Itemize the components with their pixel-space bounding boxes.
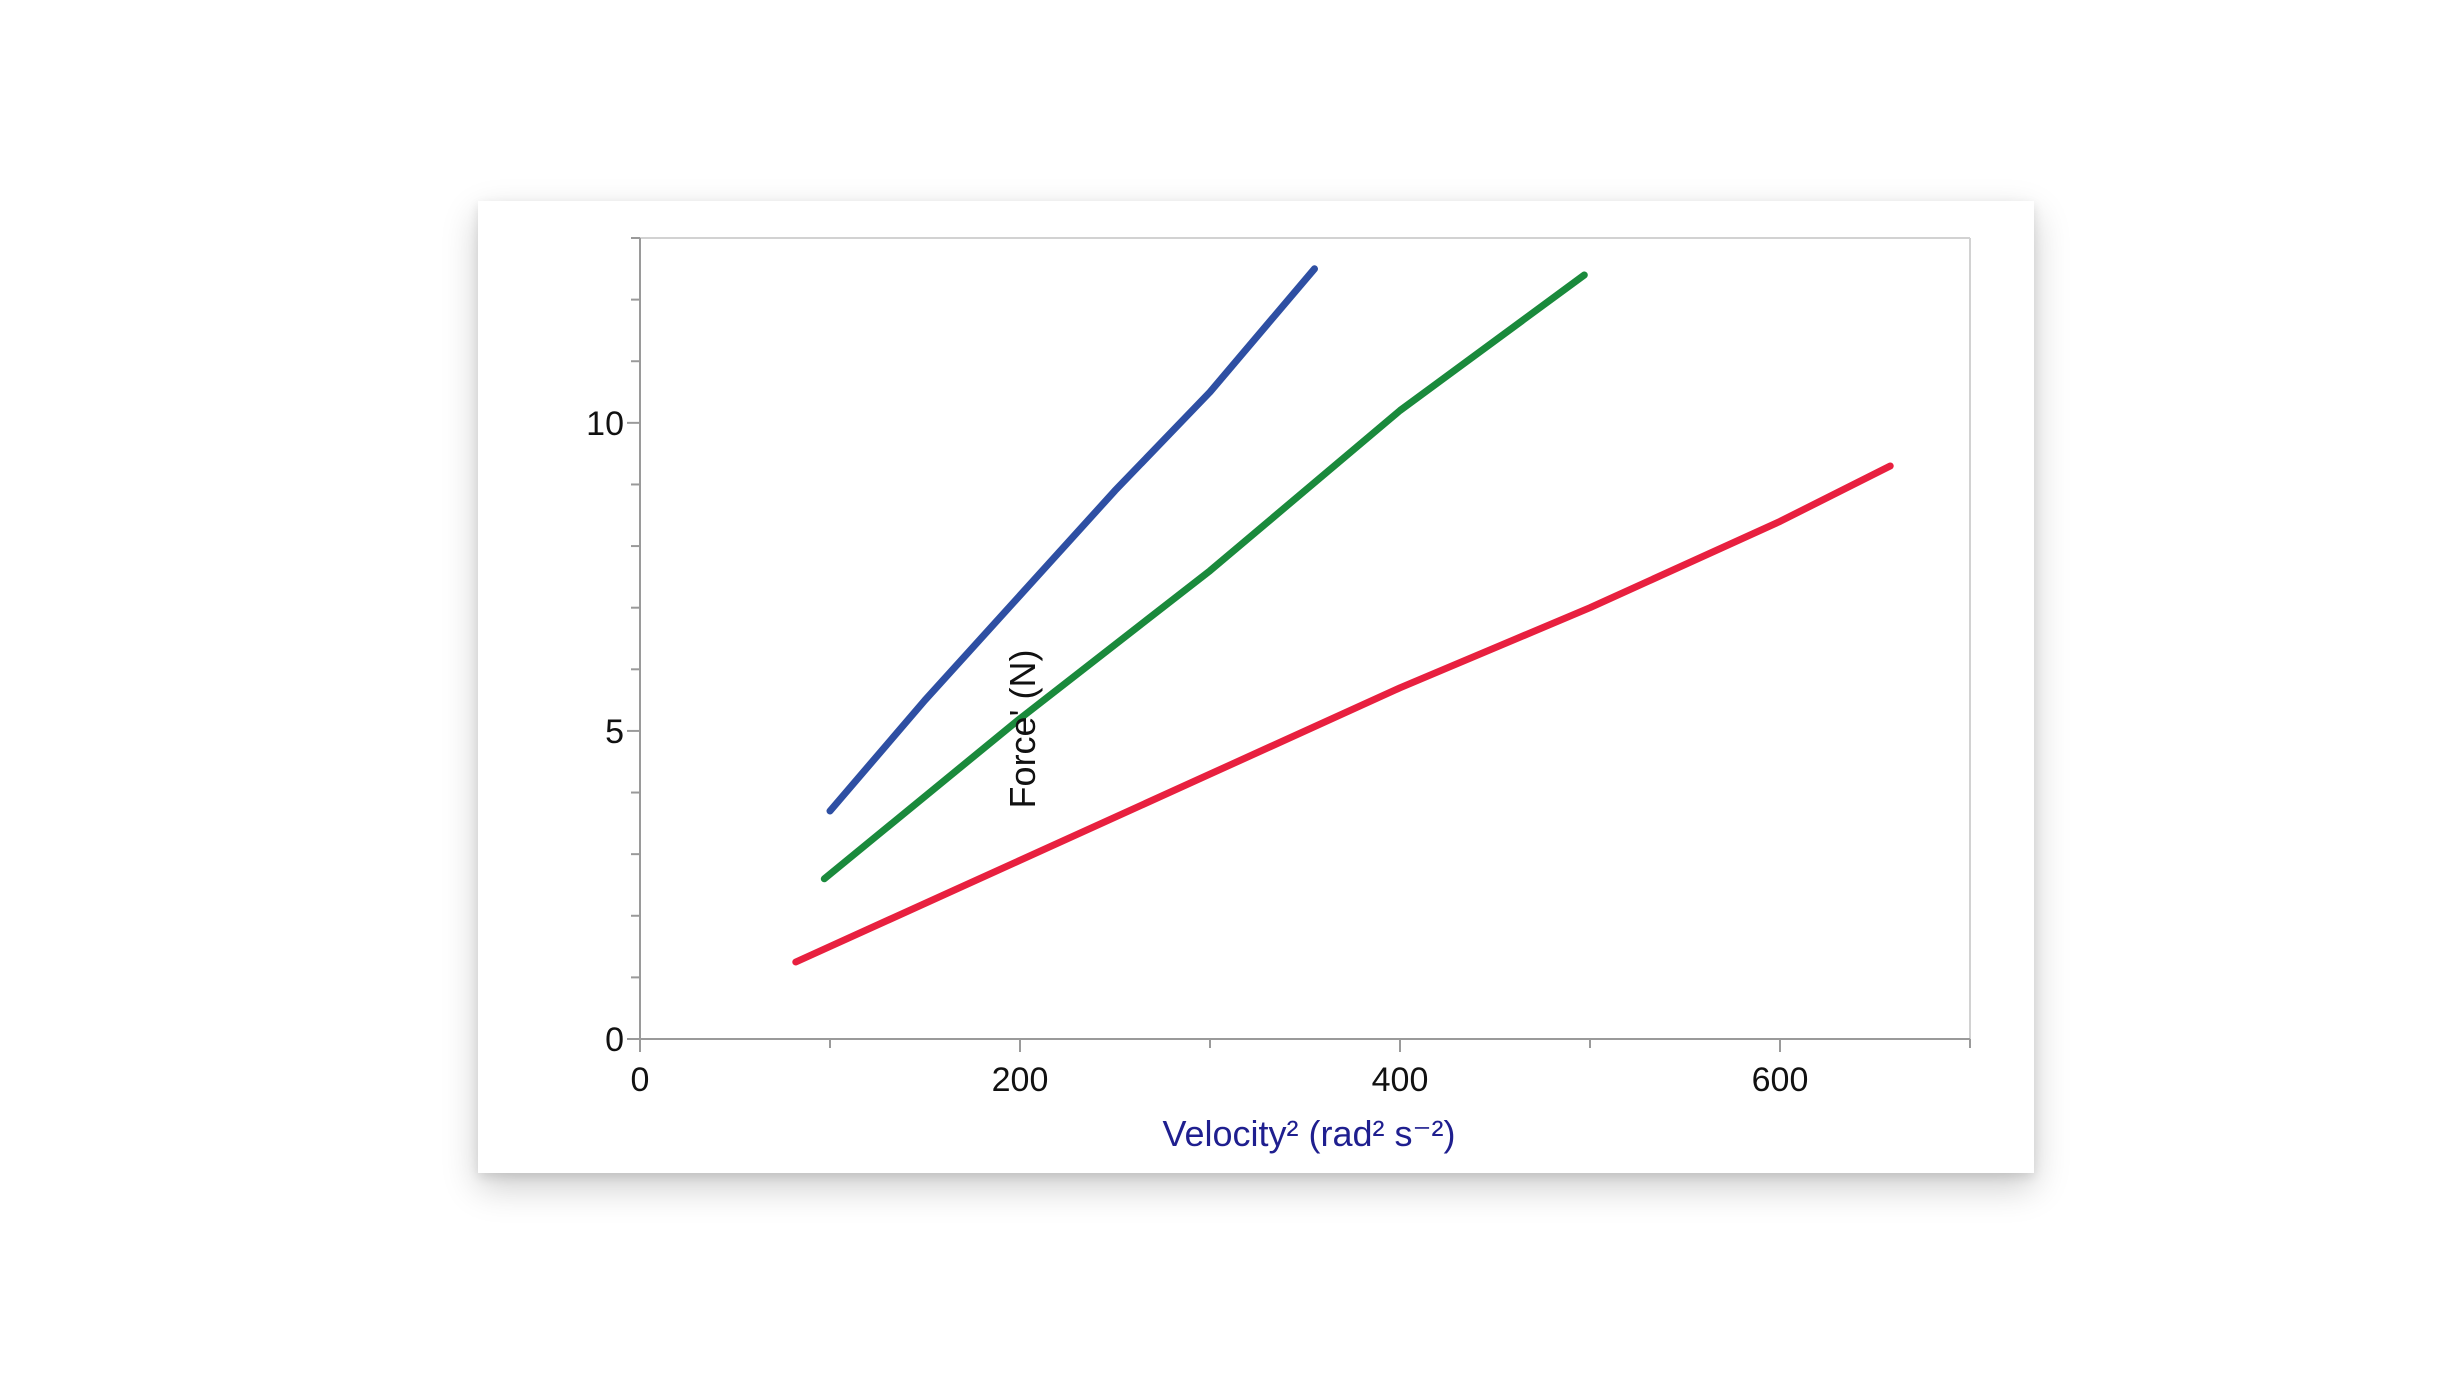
line-chart: 0 200 400 600 0 5 10 Velocity² (rad² s⁻²) Forc…: [586, 237, 1971, 1154]
y-tick-label: 5: [605, 713, 624, 751]
x-tick-label: 200: [992, 1061, 1049, 1099]
y-axis-title: Force' (N): [1002, 650, 1043, 809]
series-line-3: [792, 462, 1894, 966]
series-line-2: [820, 271, 1588, 883]
ticks-layer: 0 200 400 600 0 5 10: [586, 237, 1971, 1099]
chart-card: 0 200 400 600 0 5 10 Velocity² (rad² s⁻²) Forc…: [478, 201, 2034, 1173]
x-tick-label: 0: [631, 1061, 650, 1099]
plot-frame: [639, 237, 1971, 1040]
x-tick-label: 600: [1752, 1061, 1809, 1099]
series-layer: [792, 265, 1894, 966]
series-line-1: [826, 265, 1318, 815]
y-tick-label: 10: [586, 405, 624, 443]
x-tick-label: 400: [1372, 1061, 1429, 1099]
x-axis-title: Velocity² (rad² s⁻²): [1162, 1113, 1455, 1154]
y-tick-label: 0: [605, 1021, 624, 1059]
